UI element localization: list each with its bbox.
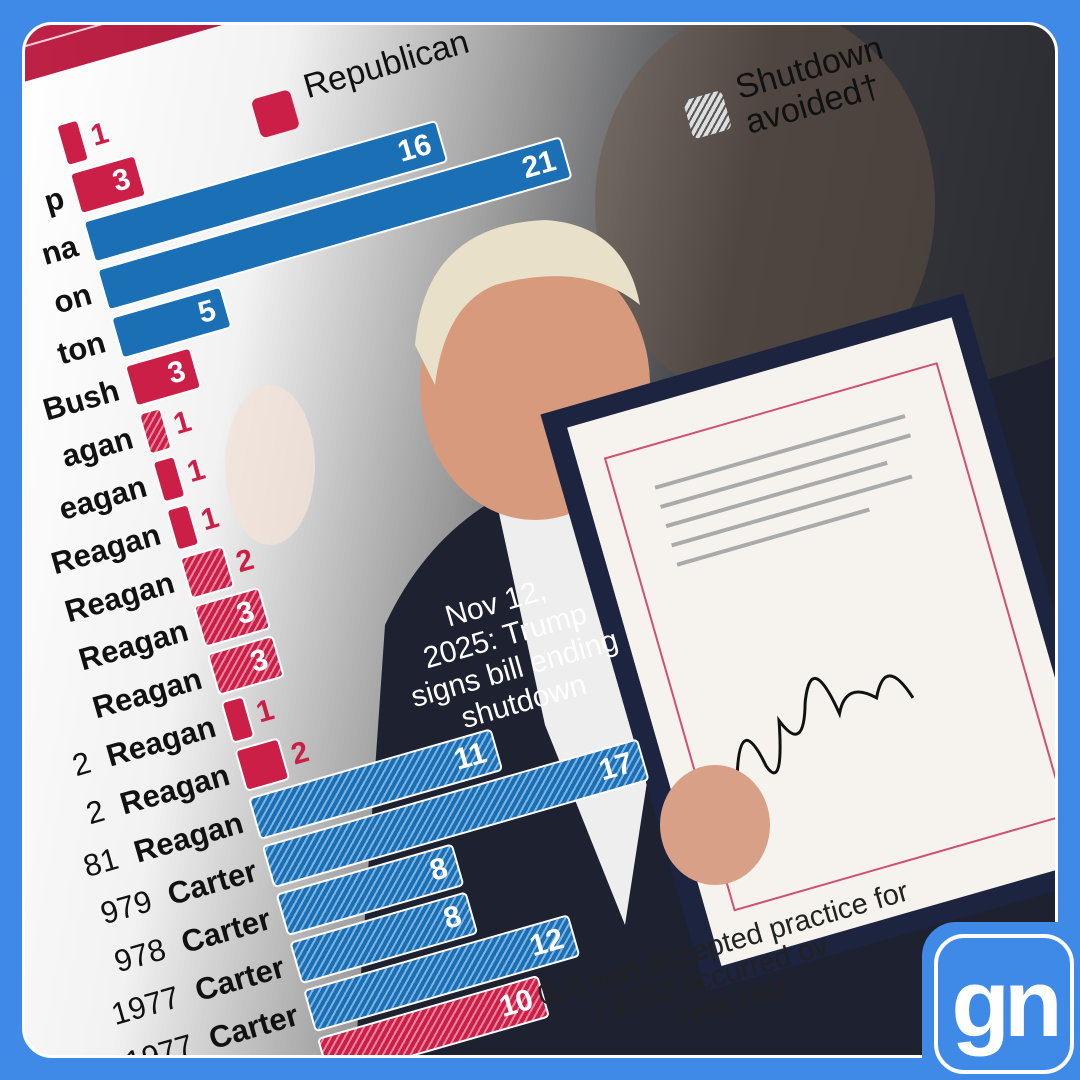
logo-mark: gn bbox=[934, 934, 1074, 1074]
row-year: 978 bbox=[110, 931, 170, 980]
woman-figure bbox=[595, 25, 935, 405]
logo: gn bbox=[922, 922, 1080, 1080]
photo-background bbox=[225, 25, 1055, 1055]
row-year: 979 bbox=[96, 883, 156, 932]
infographic-card: Republican Shutdown avoided† 1 p 3 na 16 on 21… bbox=[22, 22, 1058, 1058]
row-president: ton bbox=[53, 324, 110, 372]
hair bbox=[415, 220, 640, 385]
signature bbox=[735, 674, 915, 775]
hand bbox=[660, 765, 770, 885]
clapping-hand bbox=[225, 385, 315, 545]
